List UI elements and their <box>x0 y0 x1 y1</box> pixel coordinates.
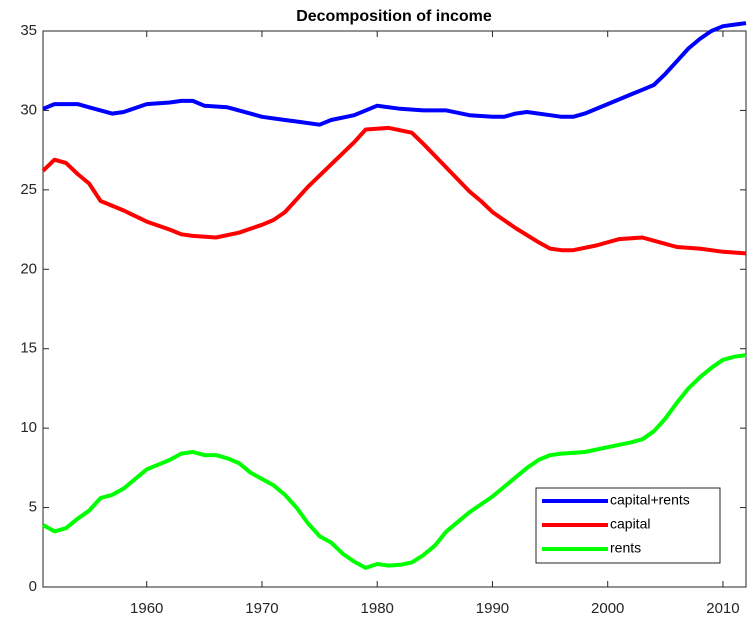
series-line <box>42 21 747 127</box>
series-line <box>42 353 747 570</box>
legend-label: capital+rents <box>610 492 690 508</box>
y-tick-label: 5 <box>29 499 37 516</box>
legend-label: capital <box>610 516 650 532</box>
y-tick-label: 30 <box>20 101 37 118</box>
x-tick-label: 1980 <box>361 600 394 617</box>
y-tick-label: 25 <box>20 181 37 198</box>
y-tick-label: 15 <box>20 340 37 357</box>
legend-label: rents <box>610 540 641 556</box>
x-tick-label: 2010 <box>706 600 739 617</box>
x-tick-label: 1970 <box>245 600 278 617</box>
x-tick-label: 1960 <box>130 600 163 617</box>
y-tick-label: 35 <box>20 22 37 39</box>
series-line <box>41 125 747 256</box>
y-tick-label: 10 <box>20 419 37 436</box>
y-tick-label: 0 <box>29 578 37 595</box>
chart-title: Decomposition of income <box>296 8 492 25</box>
y-tick-label: 20 <box>20 260 37 277</box>
x-tick-label: 2000 <box>591 600 624 617</box>
x-tick-label: 1990 <box>476 600 509 617</box>
